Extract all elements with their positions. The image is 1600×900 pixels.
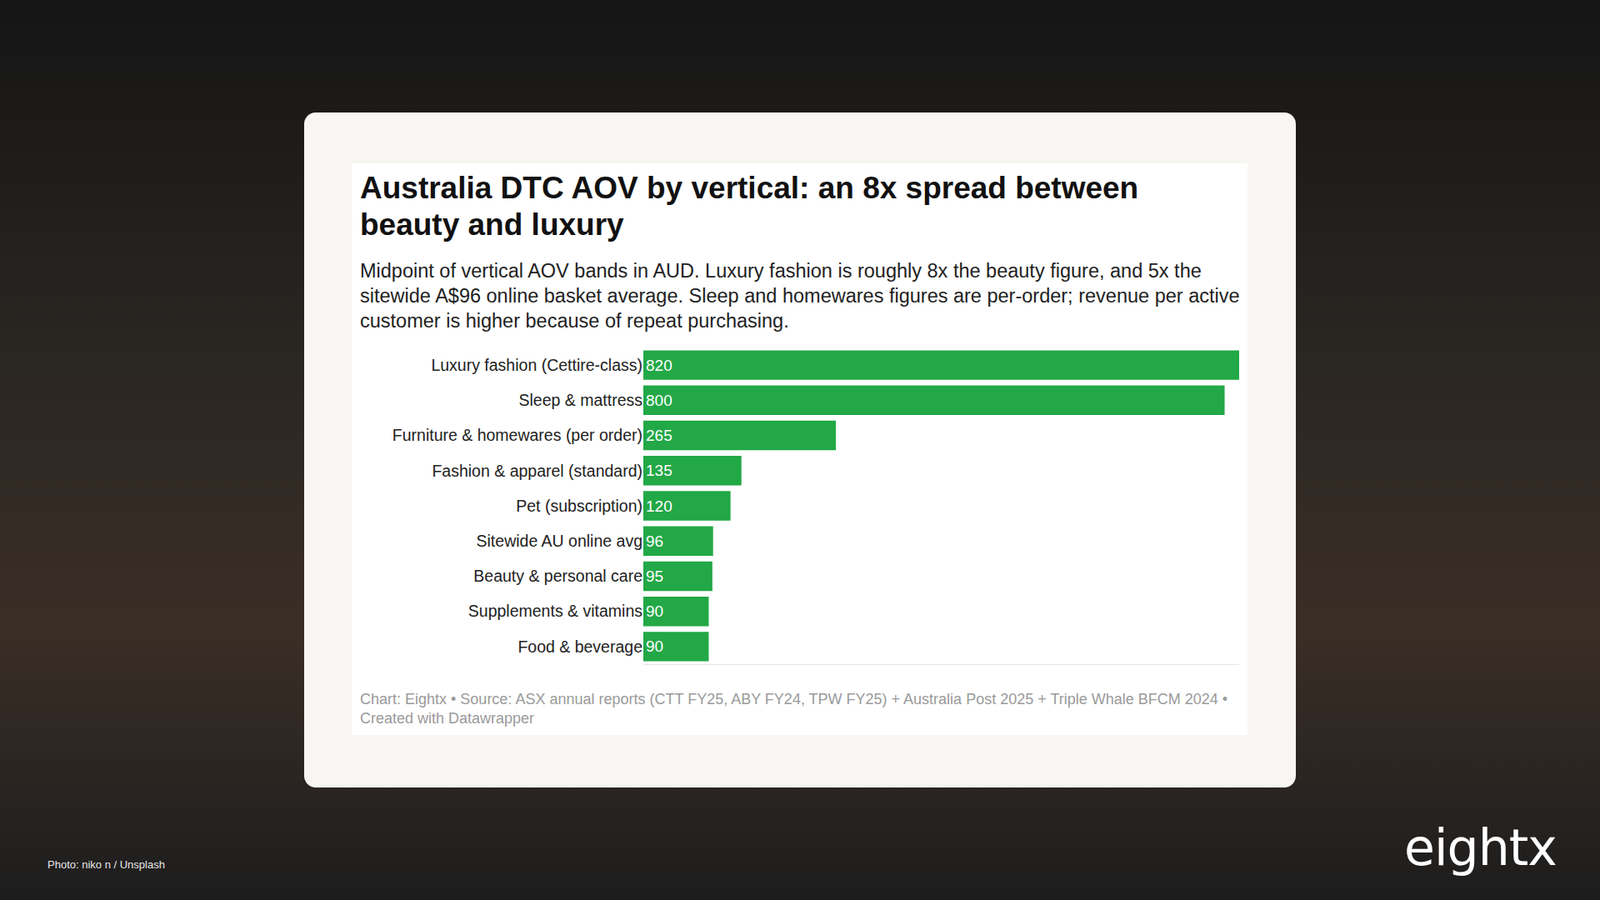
- svg-text:Sitewide AU online avg: Sitewide AU online avg: [476, 531, 643, 550]
- svg-text:Furniture & homewares (per ord: Furniture & homewares (per order): [392, 425, 643, 445]
- svg-text:265: 265: [645, 426, 673, 445]
- svg-text:135: 135: [645, 461, 673, 480]
- svg-text:96: 96: [645, 532, 664, 550]
- svg-text:Fashion & apparel (standard): Fashion & apparel (standard): [431, 461, 643, 480]
- svg-text:120: 120: [645, 497, 673, 515]
- svg-text:Supplements & vitamins: Supplements & vitamins: [468, 601, 643, 620]
- svg-text:90: 90: [645, 637, 664, 655]
- html-text:Australia DTC AOV by vertical:: Australia DTC AOV by vertical: an 8x spr…: [360, 170, 1139, 242]
- svg-text:95: 95: [645, 567, 664, 585]
- html-text:Midpoint of vertical AOV bands: Midpoint of vertical AOV bands in AUD. L…: [360, 260, 1240, 332]
- svg-text:Beauty & personal care: Beauty & personal care: [473, 566, 643, 585]
- html-text:Photo: niko n / Unsplash: Photo: niko n / Unsplash: [47, 858, 165, 871]
- svg-text:90: 90: [645, 602, 664, 620]
- svg-text:Food & beverage: Food & beverage: [517, 637, 643, 656]
- svg-text:820: 820: [645, 356, 673, 375]
- svg-text:Sleep & mattress: Sleep & mattress: [519, 390, 644, 410]
- svg-text:Luxury fashion (Cettire-class): Luxury fashion (Cettire-class): [430, 355, 643, 375]
- svg-text:Pet (subscription): Pet (subscription): [515, 496, 643, 515]
- svg-text:800: 800: [645, 391, 673, 410]
- html-text:eightx: eightx: [1404, 818, 1557, 877]
- html-text:Chart: Eightx • Source: ASX an: Chart: Eightx • Source: ASX annual repor…: [360, 690, 1228, 727]
